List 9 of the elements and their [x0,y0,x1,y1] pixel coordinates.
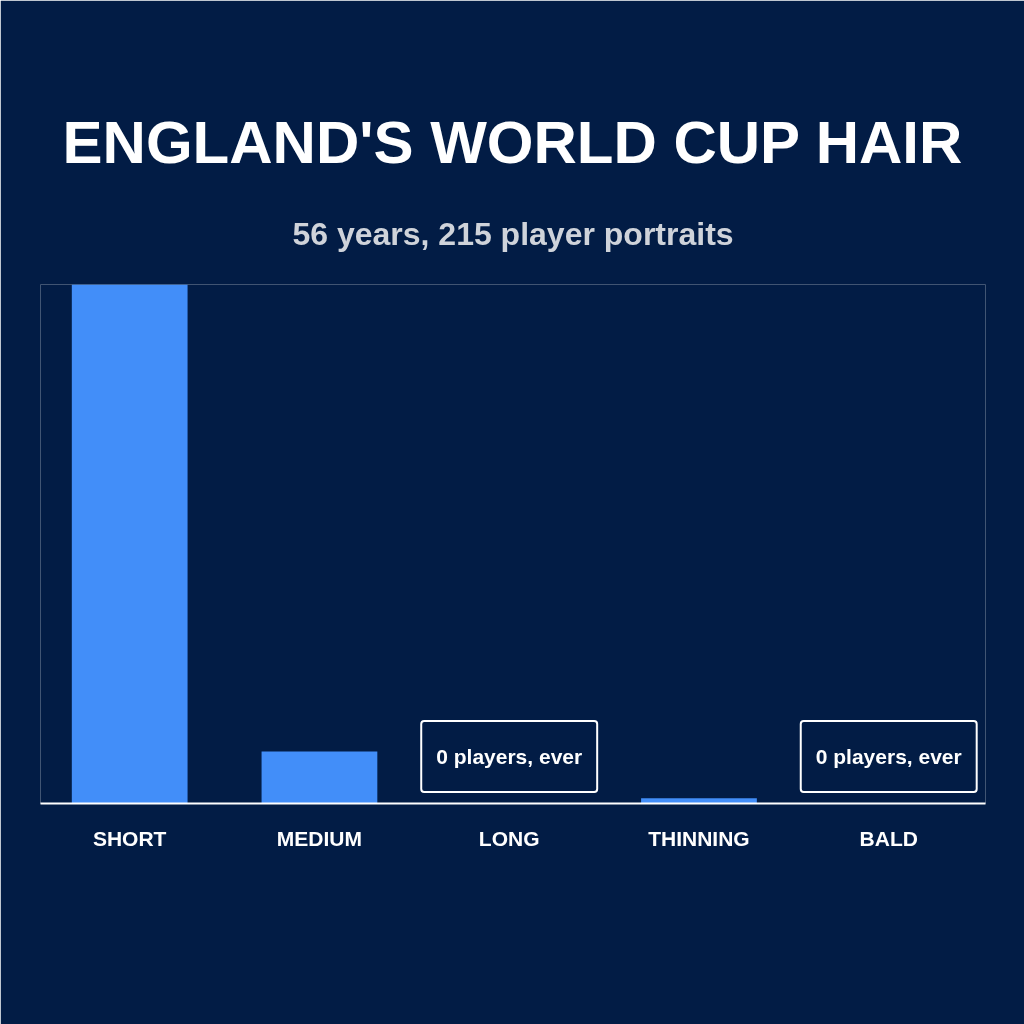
x-tick-label: LONG [478,826,540,850]
chart-subtitle: 56 years, 215 player portraits [292,216,734,252]
chart-title: ENGLAND'S WORLD CUP HAIR [62,109,963,176]
annotation: 0 players, ever [815,745,962,768]
x-tick-label: SHORT [92,826,167,850]
x-tick-label: THINNING [648,826,750,850]
x-tick-label: MEDIUM [276,826,363,850]
x-tick-label: BALD [859,826,918,850]
annotation: 0 players, ever [436,745,583,768]
